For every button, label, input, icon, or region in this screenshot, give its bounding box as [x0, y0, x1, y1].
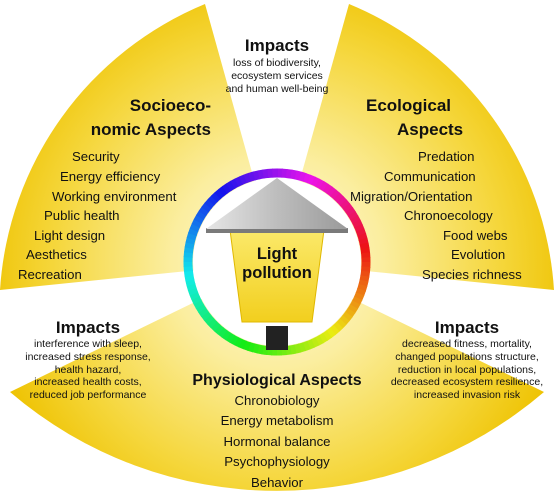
socio-item-security: Security — [72, 149, 120, 164]
light-pollution-line: pollution — [242, 263, 312, 282]
ecological-heading-line: Aspects — [397, 120, 464, 139]
impacts-left-line: increased stress response, — [25, 350, 151, 363]
socio-item-aesthetics: Aesthetics — [26, 247, 87, 262]
ecological-heading: Ecological Aspects — [366, 94, 463, 142]
color-ring — [183, 168, 371, 356]
eco-item-chronoecology: Chronoecology — [404, 208, 493, 223]
lamp-pole — [266, 326, 288, 350]
socio-item-recreation: Recreation — [18, 267, 82, 282]
eco-item-evolution: Evolution — [451, 247, 506, 262]
impacts-top-line: loss of biodiversity, — [233, 57, 321, 70]
eco-item-food-webs: Food webs — [443, 228, 508, 243]
impacts-top-line: and human well-being — [225, 82, 329, 95]
impacts-right-line: decreased fitness, mortality, — [402, 338, 532, 351]
impacts-right-line: increased invasion risk — [413, 389, 521, 402]
impacts-left: Impacts interference with sleep, increas… — [4, 318, 172, 402]
impacts-right-text: decreased fitness, mortality, changed po… — [382, 338, 552, 402]
physiological-section: Physiological Aspects Chronobiology Ener… — [172, 372, 382, 493]
physiological-list: Chronobiology Energy metabolism Hormonal… — [172, 391, 382, 494]
physio-item-behavior: Behavior — [250, 474, 304, 490]
light-pollution-line: Light — [256, 245, 298, 263]
impacts-top-title: Impacts — [244, 36, 310, 55]
impacts-left-line: interference with sleep, — [34, 338, 142, 351]
physio-item-energy-metabolism: Energy metabolism — [220, 413, 334, 429]
beam-bottom — [10, 262, 544, 491]
socio-item-light-design: Light design — [34, 228, 106, 243]
socioeconomic-heading-line: nomic Aspects — [90, 120, 211, 139]
impacts-left-line: reduced job performance — [29, 389, 147, 402]
impacts-left-line: health hazard, — [54, 363, 122, 376]
eco-item-species-richness: Species richness — [422, 267, 522, 282]
lamp-roof-rim — [206, 228, 348, 233]
eco-item-migration: Migration/Orientation — [350, 189, 473, 204]
impacts-right: Impacts decreased fitness, mortality, ch… — [382, 318, 552, 402]
impacts-top-line: ecosystem services — [231, 69, 323, 82]
socio-item-working-environment: Working environment — [52, 189, 177, 204]
impacts-right-line: changed populations structure, — [395, 350, 539, 363]
ecological-heading-line: Ecological — [366, 96, 452, 115]
impacts-top-text: loss of biodiversity, ecosystem services… — [186, 57, 368, 95]
eco-item-communication: Communication — [384, 169, 476, 184]
light-pollution-label: Light pollution — [237, 245, 317, 283]
socio-item-energy-efficiency: Energy efficiency — [60, 169, 161, 184]
socioeconomic-heading-line: Socioeco- — [129, 96, 211, 115]
impacts-top: Impacts loss of biodiversity, ecosystem … — [186, 36, 368, 95]
physio-item-psychophysiology: Psychophysiology — [224, 454, 330, 470]
impacts-left-title: Impacts — [55, 318, 121, 337]
socio-item-public-health: Public health — [44, 208, 120, 223]
impacts-left-line: increased health costs, — [34, 376, 142, 389]
socioeconomic-heading: Socioeco- nomic Aspects — [91, 94, 211, 142]
physiological-heading: Physiological Aspects — [192, 372, 362, 389]
eco-item-predation: Predation — [418, 149, 475, 164]
physio-item-chronobiology: Chronobiology — [234, 392, 320, 408]
physio-item-hormonal-balance: Hormonal balance — [223, 433, 331, 449]
impacts-right-title: Impacts — [434, 318, 500, 337]
impacts-left-text: interference with sleep, increased stres… — [4, 338, 172, 402]
impacts-right-line: reduction in local populations, — [397, 363, 537, 376]
lamp-roof — [206, 178, 348, 229]
impacts-right-line: decreased ecosystem resilience, — [390, 376, 544, 389]
